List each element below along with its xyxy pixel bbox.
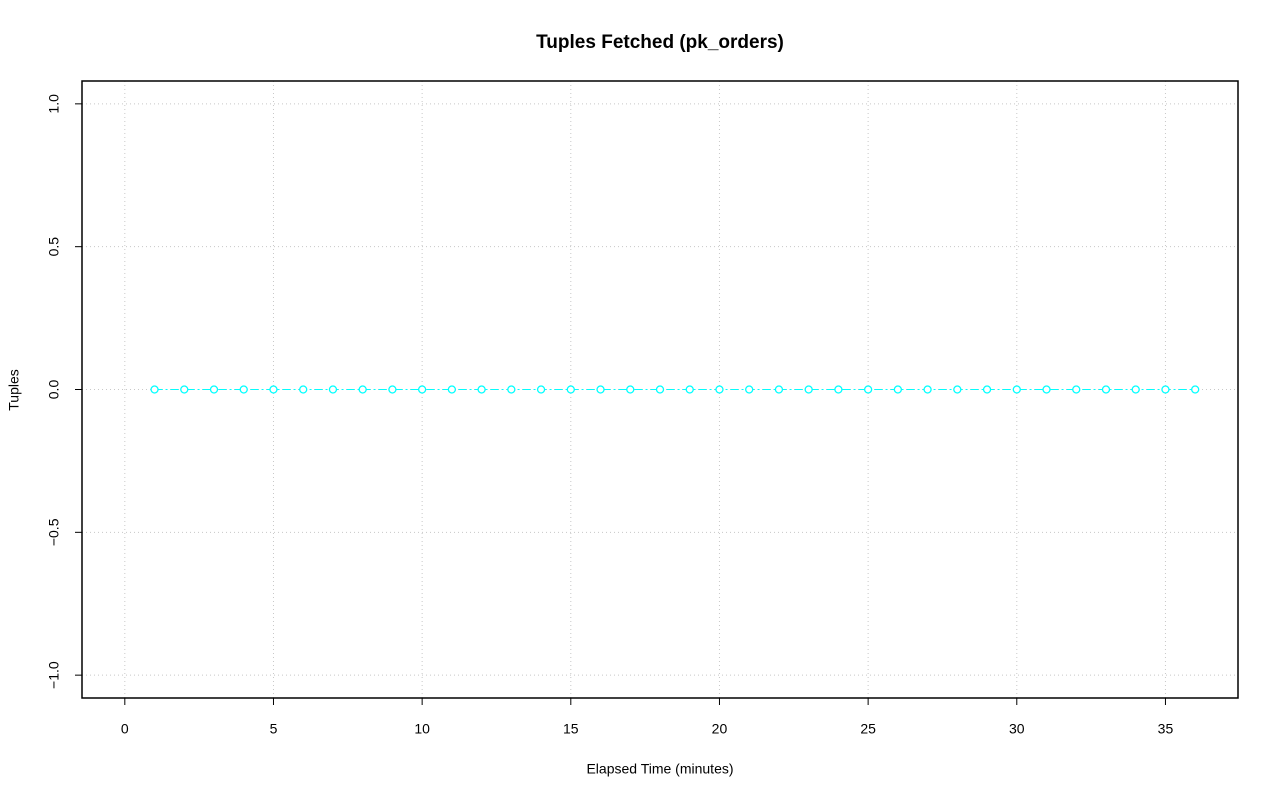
y-axis-title: Tuples: [6, 369, 22, 411]
y-tick-label: −0.5: [46, 518, 62, 546]
plot-frame: [81, 80, 1239, 699]
point: [358, 385, 367, 394]
point: [804, 385, 813, 394]
point: [299, 385, 308, 394]
x-tick-label: 5: [270, 721, 278, 737]
x-tick-label: 0: [121, 721, 129, 737]
point: [1131, 385, 1140, 394]
point: [953, 385, 962, 394]
point: [685, 385, 694, 394]
point: [1161, 385, 1170, 394]
point: [626, 385, 635, 394]
point: [596, 385, 605, 394]
point: [388, 385, 397, 394]
point: [863, 385, 873, 394]
point: [150, 385, 159, 394]
y-tick-label: 0.0: [46, 380, 62, 400]
point: [180, 385, 189, 394]
point: [239, 385, 248, 394]
point: [209, 385, 219, 394]
y-tick-label: 0.5: [46, 237, 62, 257]
point: [417, 385, 427, 394]
y-tick-label: 1.0: [46, 94, 62, 114]
point: [269, 385, 278, 394]
point: [1072, 385, 1081, 394]
point: [566, 385, 575, 394]
point: [328, 385, 338, 394]
x-axis-title: Elapsed Time (minutes): [586, 761, 733, 777]
point: [447, 385, 457, 394]
x-tick-label: 30: [1009, 721, 1025, 737]
point: [1101, 385, 1111, 394]
x-tick-label: 20: [712, 721, 728, 737]
point: [774, 385, 784, 394]
point: [655, 385, 665, 394]
point: [507, 385, 516, 394]
point: [923, 385, 932, 394]
point: [893, 385, 903, 394]
x-tick-label: 10: [414, 721, 430, 737]
point: [715, 385, 724, 394]
chart-title: Tuples Fetched (pk_orders): [536, 32, 784, 53]
point: [834, 385, 843, 394]
point: [1191, 385, 1200, 394]
point: [982, 385, 992, 394]
point: [477, 385, 486, 394]
point: [1012, 385, 1021, 394]
x-tick-label: 35: [1158, 721, 1174, 737]
x-tick-label: 25: [860, 721, 876, 737]
y-tick-label: −1.0: [46, 661, 62, 689]
point: [536, 385, 546, 394]
x-tick-label: 15: [563, 721, 579, 737]
point: [1042, 385, 1051, 394]
point: [745, 385, 754, 394]
